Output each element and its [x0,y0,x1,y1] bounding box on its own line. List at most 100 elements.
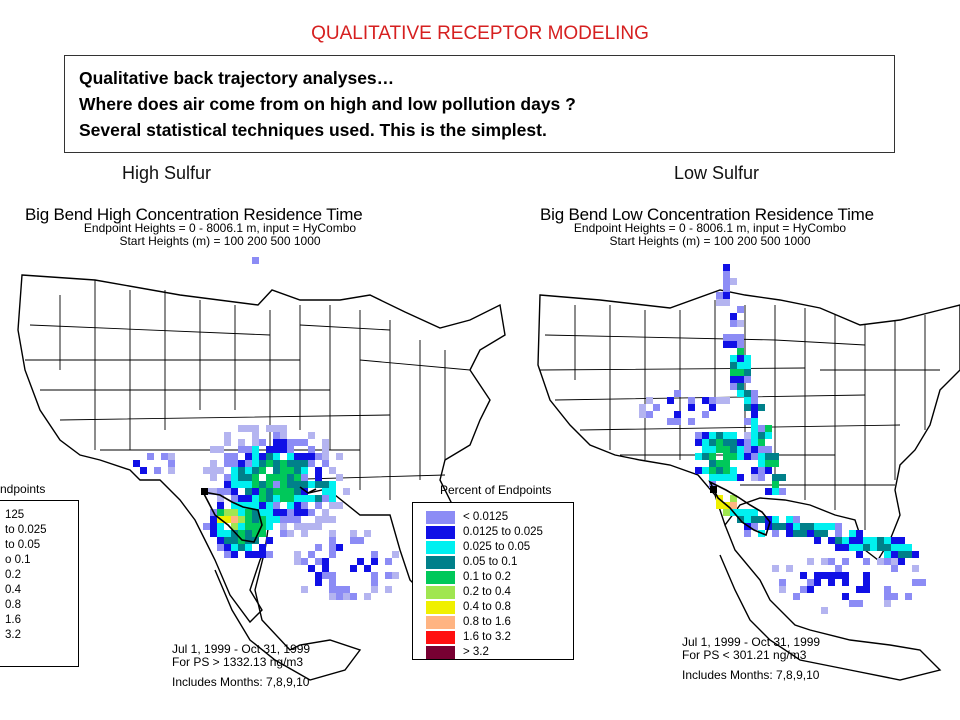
residence-cell [294,488,301,495]
residence-cell [273,439,280,446]
residence-cell [898,551,905,558]
residence-cell [301,481,308,488]
residence-cell [828,537,835,544]
legend-row: 0.8 [0,599,159,614]
residence-cell [723,292,730,299]
residence-cell [224,432,231,439]
residence-cell [245,453,252,460]
residence-cell [884,600,891,607]
residence-cell [723,264,730,271]
left-legend-title: ndpoints [0,482,46,496]
legend-label: 3.2 [5,629,21,641]
residence-cell [723,299,730,306]
left-map-title: Big Bend High Concentration Residence Ti… [25,205,363,224]
residence-cell [730,369,737,376]
residence-cell [870,544,877,551]
residence-cell [224,474,231,481]
residence-cell [350,530,357,537]
residence-cell [772,516,779,523]
residence-cell [336,586,343,593]
residence-cell [238,446,245,453]
residence-cell [709,460,716,467]
residence-cell [273,467,280,474]
residence-cell [231,502,238,509]
residence-cell [751,404,758,411]
residence-cell [723,397,730,404]
legend-row: 0.025 to 0.05 [413,541,573,556]
legend-row: > 3.2 [413,646,573,661]
residence-cell [779,579,786,586]
residence-cell [723,341,730,348]
left-foot-threshold: For PS > 1332.13 ng/m3 [172,655,304,669]
residence-cell [385,586,392,593]
residence-cell [639,411,646,418]
residence-cell [287,502,294,509]
residence-cell [238,495,245,502]
residence-cell [737,439,744,446]
residence-cell [758,446,765,453]
residence-cell [280,481,287,488]
residence-cell [259,460,266,467]
header-high-sulfur: High Sulfur [122,163,212,183]
residence-cell [329,467,336,474]
residence-cell [744,390,751,397]
residence-cell [842,537,849,544]
residence-cell [301,558,308,565]
residence-cell [821,572,828,579]
residence-cell [709,404,716,411]
residence-cell [231,467,238,474]
residence-cell [730,453,737,460]
residence-cell [315,502,322,509]
legend-row: 0.05 to 0.1 [413,556,573,571]
legend-label: 0.025 to 0.05 [463,541,531,553]
right-residence-map [537,264,960,681]
residence-cell [884,593,891,600]
residence-cell [322,516,329,523]
residence-cell [238,467,245,474]
residence-cell [737,341,744,348]
right-map-sub1: Endpoint Heights = 0 - 8006.1 m, input =… [573,221,847,235]
residence-cell [329,488,336,495]
residence-cell [308,446,315,453]
residence-cell [329,593,336,600]
residence-cell [667,397,674,404]
residence-cell [688,404,695,411]
residence-cell [863,586,870,593]
residence-cell [667,418,674,425]
residence-cell [259,516,266,523]
residence-cell [758,439,765,446]
residence-cell [912,551,919,558]
residence-cell [329,502,336,509]
residence-cell [280,495,287,502]
residence-cell [737,362,744,369]
residence-cell [364,530,371,537]
text-line-1: Qualitative back trajectory analyses… [79,68,395,88]
residence-cell [744,369,751,376]
residence-cell [266,516,273,523]
residence-cell [210,460,217,467]
residence-cell [217,509,224,516]
residence-cell [147,453,154,460]
residence-cell [294,481,301,488]
residence-cell [695,453,702,460]
residence-cell [322,460,329,467]
residence-cell [217,488,224,495]
residence-cell [765,453,772,460]
residence-cell [252,425,259,432]
residence-cell [308,509,315,516]
residence-cell [287,516,294,523]
residence-cell [245,551,252,558]
residence-cell [737,369,744,376]
legend-label: 0.8 [5,599,21,611]
residence-cell [730,383,737,390]
residence-cell [891,565,898,572]
residence-cell [252,481,259,488]
residence-cell [392,551,399,558]
residence-cell [245,467,252,474]
residence-cell [765,425,772,432]
residence-cell [259,544,266,551]
residence-cell [322,488,329,495]
residence-cell [856,600,863,607]
residence-cell [231,544,238,551]
residence-cell [385,558,392,565]
